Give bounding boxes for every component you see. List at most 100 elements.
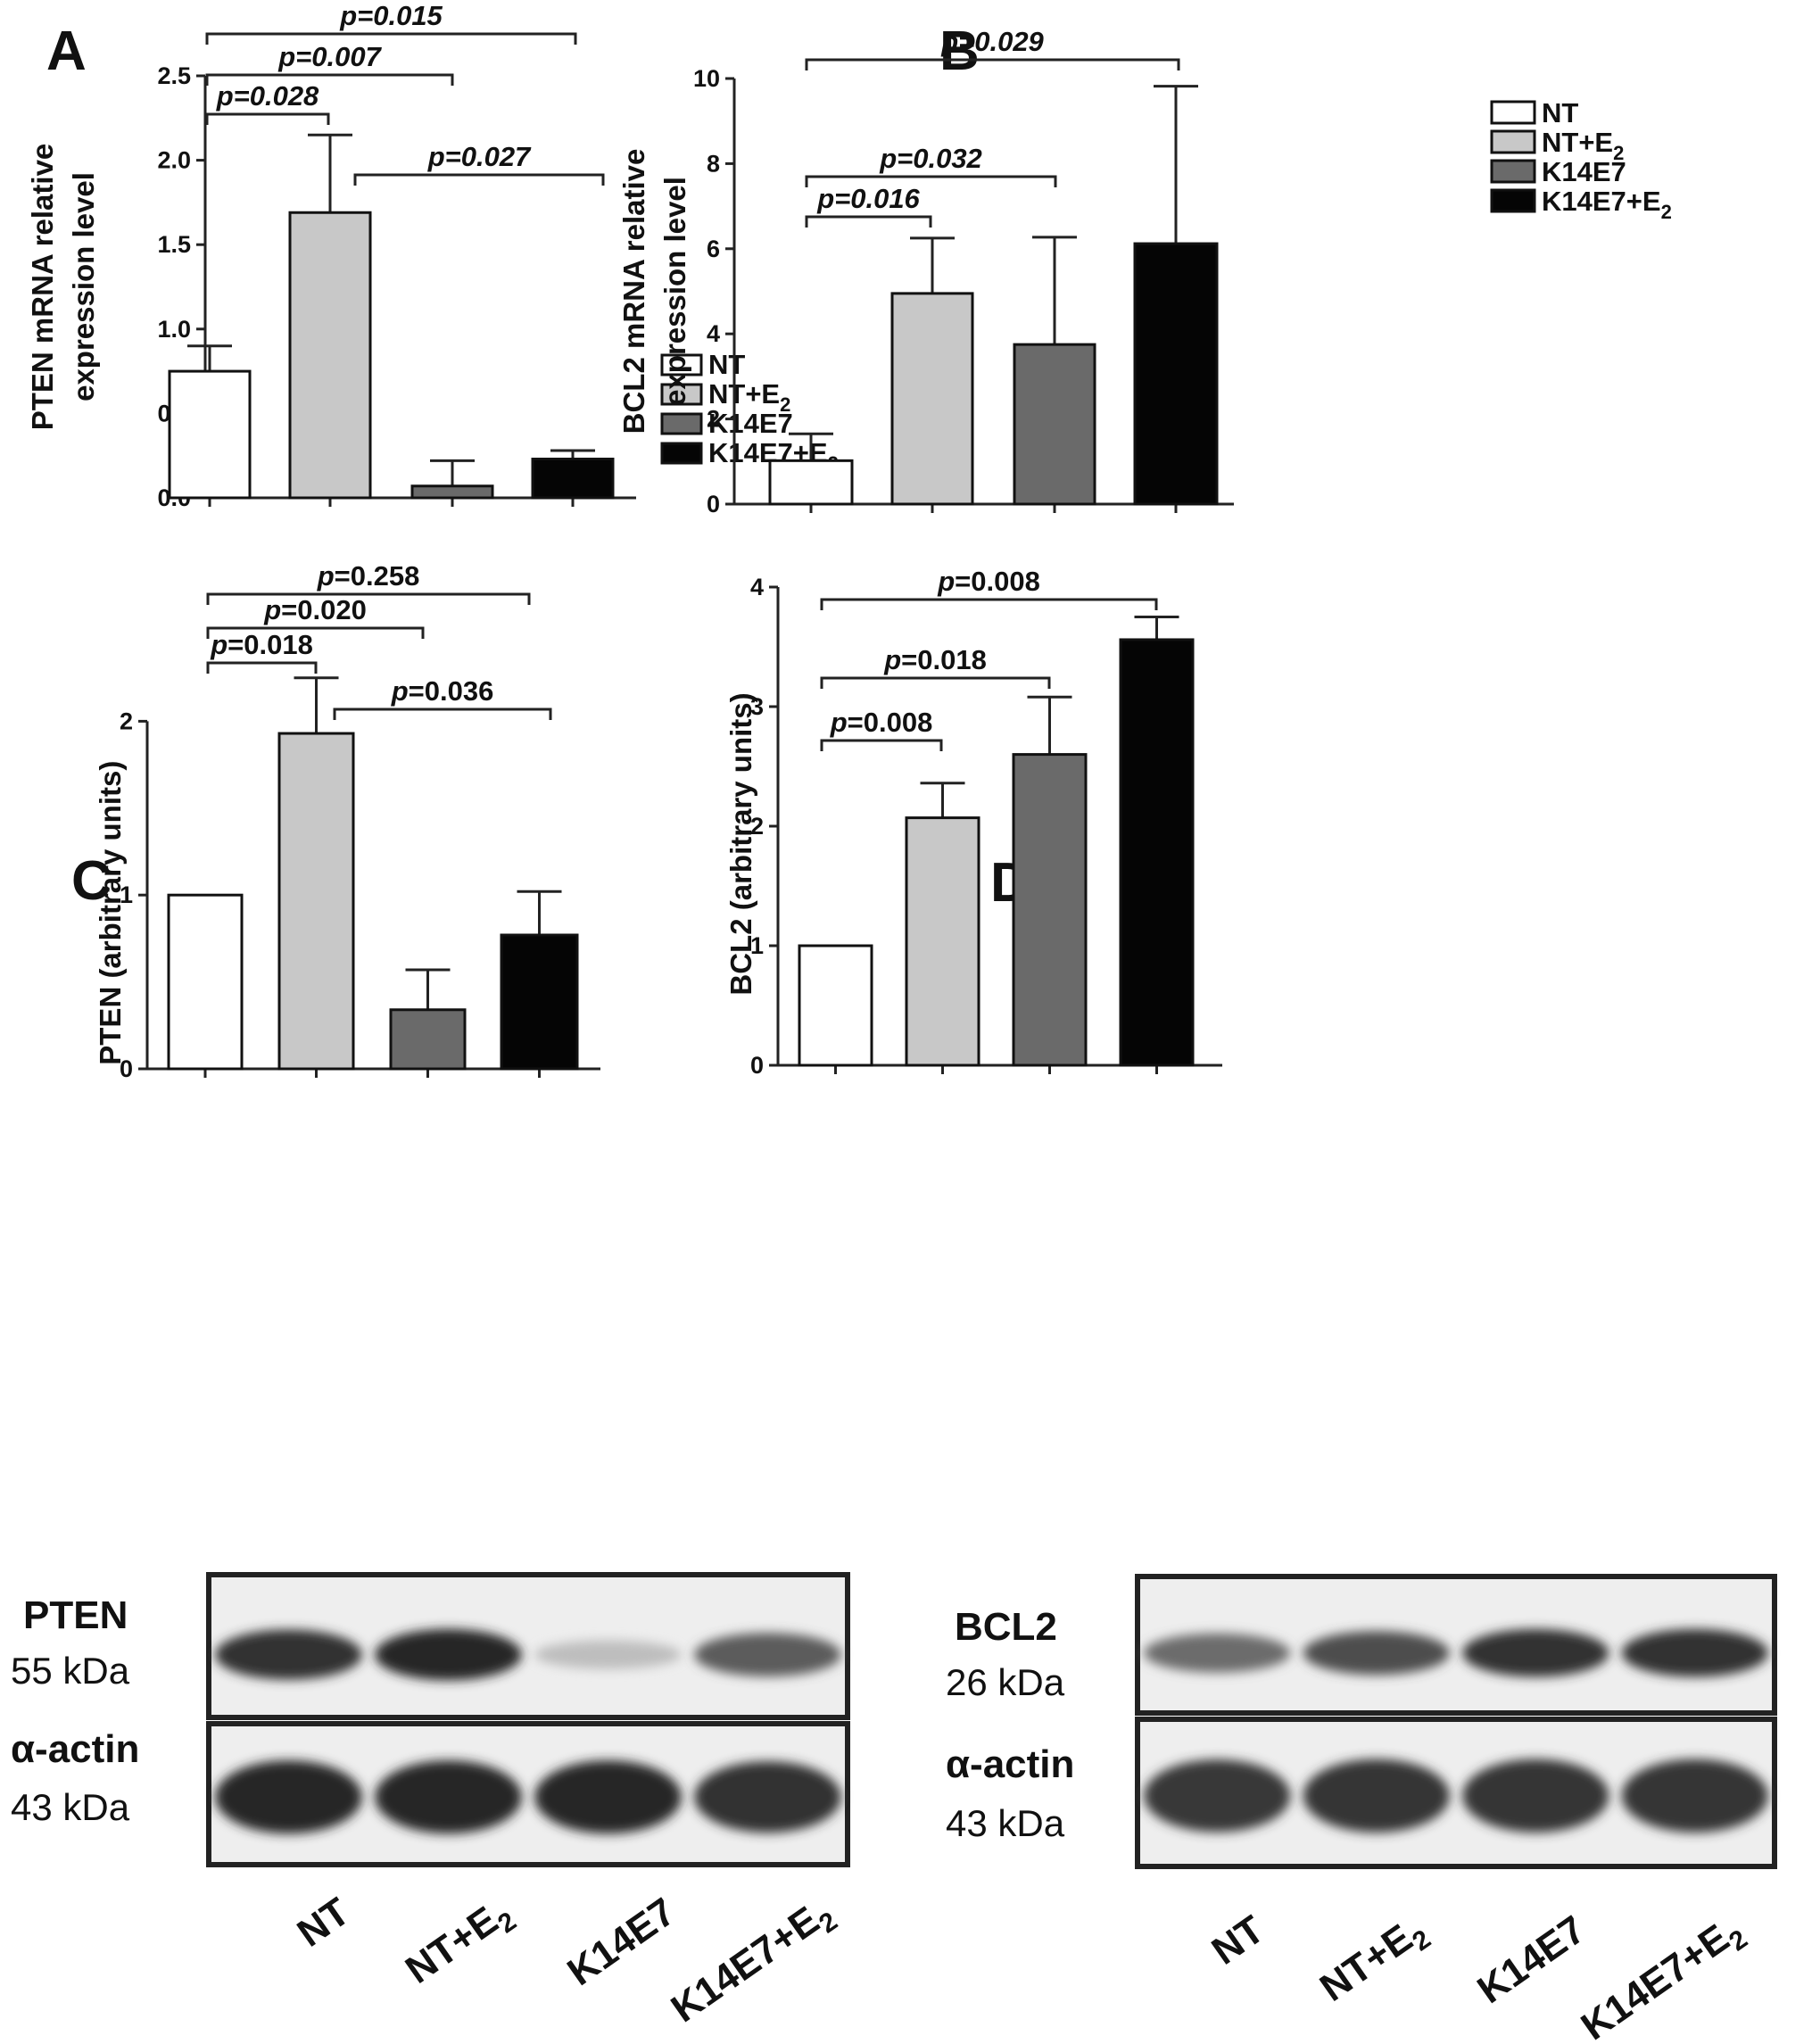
bar-c-3	[389, 1008, 467, 1071]
y-tick-label-c: 0	[120, 1055, 133, 1082]
p-value-c: p=0.018	[210, 629, 313, 660]
y-tick-label-a: 1.5	[157, 231, 191, 258]
lane-label-d: NT	[1204, 1907, 1272, 1974]
lane-label-c: K14E7+E2	[664, 1890, 843, 2036]
legend-swatch-a	[660, 383, 703, 406]
blot-band-d-target	[1462, 1628, 1609, 1677]
y-tick-label-b: 10	[693, 65, 720, 92]
bar-d-2	[905, 816, 980, 1067]
p-value-a: p=0.007	[277, 41, 382, 72]
comparison-bracket-a	[205, 32, 577, 45]
comparison-bracket-c	[206, 661, 318, 674]
comparison-bracket-c	[333, 708, 552, 720]
bar-c-4	[500, 933, 579, 1071]
plot-b: 0 2 4 6 8 10 p=0.016 p=0.032 p=0.029 BCL2 mRNA re…	[617, 26, 1672, 517]
panel-letter-b: B	[939, 21, 980, 82]
p-value-c: p=0.036	[391, 675, 494, 707]
y-tick-label-c: 1	[120, 881, 133, 908]
lane-label-c: NT	[290, 1890, 358, 1956]
y-tick-label-a: 2.5	[157, 62, 191, 89]
comparison-bracket-d	[820, 598, 1158, 610]
legend-swatch-a	[660, 412, 703, 435]
bar-a-3	[410, 484, 494, 500]
p-value-a: p=0.027	[427, 141, 532, 172]
western-blot-c: PTEN 55 kDa α-actin 43 kDa	[11, 1572, 850, 1867]
legend-swatch-b	[1490, 100, 1536, 125]
bar-d-4	[1119, 638, 1195, 1067]
lane-label-d: NT+E2	[1312, 1907, 1436, 2015]
blot-band-d-target	[1303, 1631, 1450, 1676]
y-axis-label-b: expression level	[658, 177, 691, 406]
blot-band-d-loading	[1621, 1759, 1768, 1833]
bar-b-3	[1013, 343, 1096, 506]
bar-b-4	[1133, 242, 1219, 506]
legend-swatch-b	[1490, 188, 1536, 213]
comparison-bracket-c	[206, 626, 425, 639]
lane-label-c: NT+E2	[398, 1890, 522, 1998]
y-tick-label-d: 2	[750, 813, 764, 840]
blot-c-target-name: PTEN	[23, 1593, 128, 1637]
blot-band-d-target	[1621, 1628, 1768, 1677]
bar-a-4	[531, 457, 615, 500]
blot-c-loading-name: α-actin	[11, 1727, 139, 1771]
comparison-bracket-a	[353, 173, 605, 186]
blot-c-target-size: 55 kDa	[11, 1650, 130, 1692]
blot-band-c-loading	[215, 1760, 362, 1834]
p-value-b: p=0.016	[816, 183, 920, 214]
y-tick-label-b: 0	[707, 491, 720, 517]
western-blot-d: BCL2 26 kDa α-actin 43 kDa	[946, 1574, 1777, 1869]
legend-swatch-b	[1490, 159, 1536, 184]
blot-d-loading-name: α-actin	[946, 1742, 1074, 1786]
y-tick-label-a: 1.0	[157, 316, 191, 343]
blot-band-c-target	[375, 1628, 522, 1681]
p-value-d: p=0.018	[883, 644, 987, 675]
y-tick-label-d: 0	[750, 1052, 764, 1079]
blot-d-loading-size: 43 kDa	[946, 1802, 1065, 1844]
y-axis-label-d: BCL2 (arbitrary units)	[724, 692, 757, 995]
blot-band-d-loading	[1144, 1759, 1291, 1833]
bar-d-3	[1012, 753, 1088, 1067]
bar-c-2	[277, 732, 355, 1071]
legend-label-b: K14E7	[1542, 156, 1626, 187]
blot-band-c-loading	[534, 1760, 682, 1834]
blot-c-loading-size: 43 kDa	[11, 1786, 130, 1828]
y-tick-label-d: 4	[750, 574, 764, 600]
blot-band-c-target	[215, 1629, 362, 1680]
panel-a: A 0.00.51.01.52.02.5p=0.028p=0.007p=0.01…	[26, 0, 839, 511]
comparison-bracket-b	[805, 215, 932, 228]
y-axis-label-a: PTEN mRNA relative	[26, 144, 59, 431]
bar-a-2	[288, 211, 372, 500]
lane-label-d: K14E7+E2	[1574, 1907, 1753, 2044]
bar-b-1	[768, 459, 854, 506]
y-tick-label-c: 2	[120, 708, 133, 734]
legend-swatch-b	[1490, 129, 1536, 154]
comparison-bracket-c	[206, 592, 531, 605]
blot-band-d-target	[1144, 1633, 1291, 1673]
comparison-bracket-d	[820, 739, 943, 751]
bar-b-2	[890, 292, 974, 506]
y-axis-label-b: BCL2 mRNA relative	[617, 149, 650, 434]
comparison-bracket-b	[805, 58, 1180, 70]
legend-label-a: K14E7	[708, 408, 793, 439]
p-value-c: p=0.258	[317, 560, 420, 592]
y-tick-label-b: 8	[707, 150, 720, 177]
bar-d-1	[798, 944, 873, 1067]
y-tick-label-b: 4	[707, 320, 720, 347]
legend-swatch-a	[660, 353, 703, 377]
p-value-c: p=0.020	[263, 594, 367, 625]
lane-label-c: K14E7	[559, 1890, 683, 1994]
bar-c-1	[167, 893, 244, 1071]
p-value-d: p=0.008	[937, 566, 1040, 597]
legend-label-b: NT	[1542, 97, 1578, 128]
y-tick-label-d: 1	[750, 932, 764, 959]
plot-a: 0.00.51.01.52.02.5p=0.028p=0.007p=0.015p…	[26, 0, 839, 511]
blot-band-d-loading	[1462, 1759, 1609, 1833]
panel-letter-a: A	[46, 21, 87, 82]
plot-d: 0 1 2 3 4 p=0.008 p=0.018 p=0.008 BCL2 (arbitrar…	[724, 566, 1222, 1079]
comparison-bracket-a	[205, 73, 454, 86]
